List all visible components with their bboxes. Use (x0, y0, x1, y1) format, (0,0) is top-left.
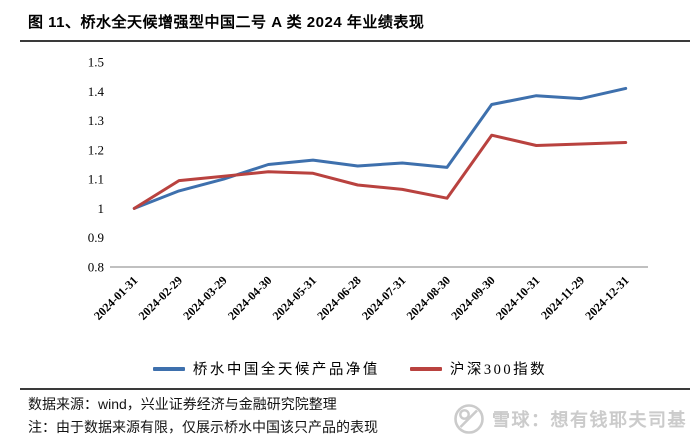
footer-divider (20, 388, 690, 390)
legend-label: 桥水中国全天候产品净值 (192, 362, 380, 378)
x-axis-label: 2024-01-31 (91, 273, 140, 322)
legend-line-swatch-blue (152, 366, 185, 371)
x-axis-label: 2024-09-30 (448, 273, 497, 322)
y-axis-label: 1.4 (88, 84, 105, 99)
watermark-text: 雪球：想有钱耶夫司基 (492, 410, 687, 430)
y-axis-label: 1.3 (88, 113, 104, 128)
x-axis-label: 2024-05-31 (270, 273, 319, 322)
y-axis-label: 1.1 (88, 172, 104, 187)
x-axis-label: 2024-12-31 (582, 273, 631, 322)
x-axis-label: 2024-06-28 (314, 273, 363, 322)
y-axis-label: 1.2 (88, 142, 104, 157)
data-limitation-note: 注：由于数据来源有限，仅展示桥水中国该只产品的表现 (28, 419, 378, 435)
x-axis-label: 2024-07-31 (359, 273, 408, 322)
legend-item-index: 沪深300指数 (409, 358, 548, 379)
x-axis-label: 2024-08-30 (404, 273, 453, 322)
y-axis-label: 0.8 (88, 260, 104, 275)
x-axis-label: 2024-03-29 (180, 273, 229, 322)
title-divider (20, 40, 690, 42)
legend-line-swatch-red (409, 366, 442, 371)
x-axis-label: 2024-11-29 (538, 273, 587, 322)
x-axis-label: 2024-04-30 (225, 273, 274, 322)
y-axis-label: 0.9 (88, 230, 104, 245)
figure-title: 图 11、桥水全天候增强型中国二号 A 类 2024 年业绩表现 (28, 14, 425, 31)
y-axis-label: 1 (98, 201, 105, 216)
xueqiu-snowball-icon (454, 404, 484, 434)
series-line-0 (132, 86, 628, 210)
chart-legend: 桥水中国全天候产品净值 沪深300指数 (11, 358, 689, 379)
legend-item-fund: 桥水中国全天候产品净值 (152, 358, 380, 379)
xueqiu-watermark: 雪球：想有钱耶夫司基 (452, 402, 687, 436)
x-axis-label: 2024-02-29 (136, 273, 185, 322)
series-line-1 (132, 133, 628, 210)
performance-line-chart: 0.8 0.9 1 1.1 1.2 1.3 1.4 1.5 2024-01-312024-02-… (88, 55, 648, 323)
data-source-note: 数据来源：wind，兴业证券经济与金融研究院整理 (28, 396, 337, 412)
y-axis-label: 1.5 (88, 55, 104, 70)
legend-label: 沪深300指数 (449, 362, 548, 378)
x-axis-label: 2024-10-31 (493, 273, 542, 322)
